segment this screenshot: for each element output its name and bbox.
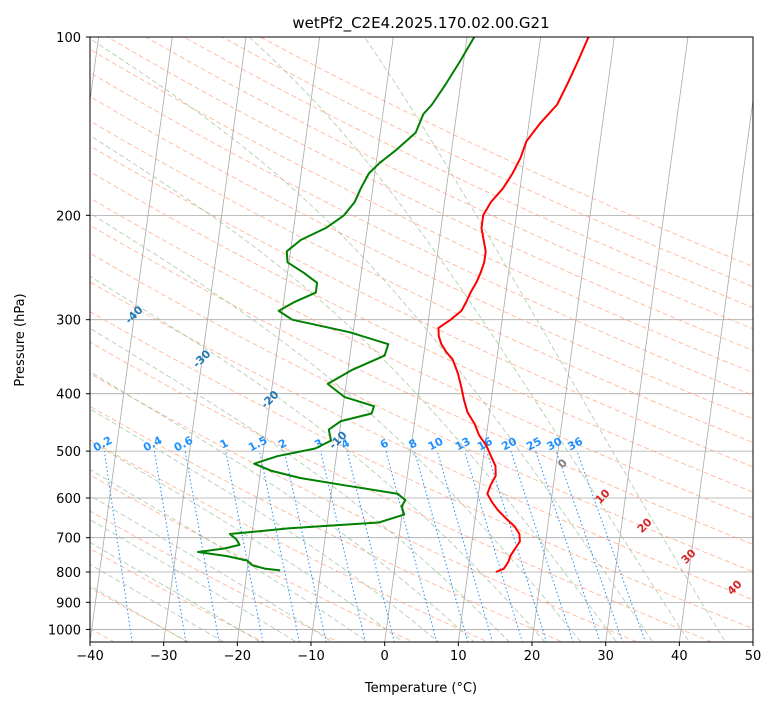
moist-adiabats — [90, 37, 727, 642]
mixing-ratio-line — [414, 450, 469, 642]
y-tick-label: 800 — [56, 566, 81, 581]
mixing-ratio-label: 10 — [426, 435, 446, 454]
y-tick-label: 900 — [56, 596, 81, 611]
moist-adiabat — [90, 563, 225, 642]
x-axis-ticks: −40 −30 −20 −10 0 10 20 30 40 50 — [76, 642, 761, 664]
dry-adiabat — [90, 171, 753, 493]
dry-adiabat — [90, 197, 753, 519]
isotherm-line — [531, 37, 615, 642]
mixing-ratio-line — [259, 451, 300, 642]
moist-adiabat — [248, 37, 690, 642]
isotherm-line — [605, 37, 689, 642]
y-tick-label: 200 — [56, 209, 81, 224]
plot-frame — [89, 36, 754, 643]
dry-adiabat — [90, 587, 190, 642]
x-tick-label: 20 — [524, 649, 541, 664]
moist-adiabat — [90, 327, 510, 642]
y-tick-label: 100 — [56, 31, 81, 46]
mixing-ratio-label: 20 — [499, 435, 519, 454]
y-tick-label: 500 — [56, 445, 81, 460]
isotherm-line — [163, 37, 247, 642]
moist-adiabat — [90, 135, 618, 642]
mixing-ratio-line — [320, 450, 366, 642]
pressure-gridlines — [90, 37, 753, 630]
dry-adiabat — [183, 37, 753, 309]
mixing-ratio-line — [346, 450, 395, 642]
isotherm-line — [457, 37, 542, 642]
dry-adiabat — [90, 405, 564, 642]
mixing-ratio-label: 30 — [545, 435, 565, 454]
x-tick-label: 10 — [450, 649, 467, 664]
dry-adiabat — [90, 120, 753, 443]
chart-title: wetPf2_C2E4.2025.170.02.00.G21 — [292, 14, 549, 33]
moist-adiabat — [90, 38, 654, 642]
mixing-ratio-line — [436, 450, 494, 642]
y-tick-label: 300 — [56, 314, 81, 329]
dewpoint-line — [197, 37, 476, 572]
dry-adiabat — [145, 37, 753, 330]
dry-adiabat — [90, 224, 753, 545]
dry-adiabat — [90, 311, 753, 630]
dry-adiabat — [90, 341, 713, 642]
x-tick-label: −10 — [297, 649, 324, 664]
y-tick-label: 400 — [56, 388, 81, 403]
x-axis-label: Temperature (°C) — [364, 681, 477, 696]
moist-adiabat — [90, 469, 369, 642]
plot-area: 0.10.20.40.611.52346810131620253036-100-… — [90, 37, 753, 642]
dry-adiabat — [90, 95, 753, 420]
isotherm-line — [236, 37, 321, 642]
x-tick-label: −20 — [224, 649, 251, 664]
dry-adiabat — [90, 48, 753, 374]
moist-adiabat — [90, 541, 262, 642]
isotherm-line — [90, 37, 173, 642]
moist-adiabat — [90, 440, 404, 642]
y-axis-ticks: 100 200 300 400 500 600 700 800 900 1000 — [48, 31, 90, 638]
isotherm-line — [384, 37, 468, 642]
moist-adiabat — [90, 408, 440, 642]
x-tick-label: −30 — [150, 649, 177, 664]
mixing-ratio-line — [486, 450, 548, 642]
x-tick-label: −40 — [76, 649, 103, 664]
mixing-ratio-line — [464, 450, 523, 642]
x-tick-label: 30 — [597, 649, 614, 664]
dry-adiabat — [90, 548, 265, 642]
moist-adiabat — [363, 37, 727, 642]
dry-adiabat — [90, 373, 639, 642]
y-tick-label: 1000 — [48, 623, 81, 638]
x-tick-label: 0 — [381, 649, 389, 664]
plot-background — [90, 37, 753, 642]
dry-adiabat — [90, 281, 753, 601]
dry-adiabat — [90, 474, 414, 642]
y-axis-label: Pressure (hPa) — [13, 293, 28, 386]
temperature-line — [437, 37, 590, 573]
isotherm-line — [678, 97, 753, 642]
dry-adiabat — [107, 37, 753, 351]
dry-adiabat — [90, 145, 753, 468]
y-tick-label: 600 — [56, 492, 81, 507]
mixing-ratio-label: 36 — [565, 435, 585, 454]
y-tick-label: 700 — [56, 532, 81, 547]
moist-adiabat — [90, 371, 475, 642]
moist-adiabat — [90, 519, 298, 642]
dry-adiabat — [90, 439, 489, 642]
mixing-ratio-line — [283, 450, 327, 642]
mixing-ratio-line — [225, 451, 264, 642]
moist-adiabat — [90, 212, 582, 642]
mixing-ratio-lines — [103, 450, 646, 642]
x-tick-label: 40 — [671, 649, 688, 664]
x-tick-label: 50 — [745, 649, 762, 664]
mixing-ratio-line — [385, 450, 438, 642]
profile-series — [197, 37, 590, 573]
mixing-ratio-label: 13 — [453, 435, 473, 454]
mixing-ratio-label: 25 — [524, 435, 544, 454]
isotherm-line — [310, 37, 394, 642]
isotherms — [90, 37, 753, 642]
